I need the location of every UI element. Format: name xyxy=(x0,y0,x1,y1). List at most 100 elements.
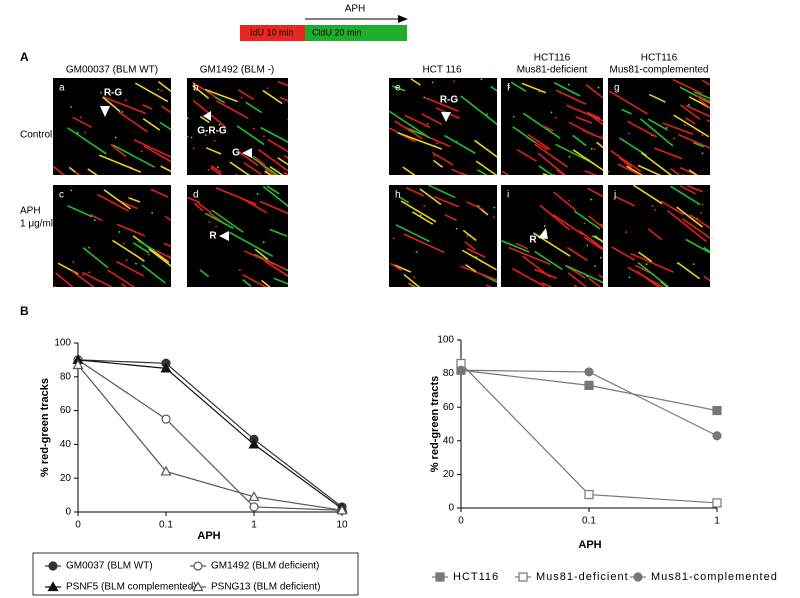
track xyxy=(640,152,673,175)
track xyxy=(229,231,274,258)
track xyxy=(534,250,563,271)
track xyxy=(685,117,696,125)
track xyxy=(269,228,288,237)
track xyxy=(103,189,132,210)
speck xyxy=(218,123,221,126)
track xyxy=(698,98,710,109)
speck xyxy=(124,99,127,102)
speck xyxy=(701,134,704,137)
track xyxy=(242,273,268,287)
track xyxy=(583,236,603,251)
track xyxy=(394,264,412,273)
track xyxy=(703,246,710,253)
track xyxy=(538,165,554,175)
track xyxy=(608,90,648,115)
track xyxy=(55,272,74,287)
track xyxy=(407,282,415,287)
track xyxy=(395,224,430,243)
track xyxy=(479,273,497,284)
speck xyxy=(554,116,557,119)
track xyxy=(534,143,569,168)
track xyxy=(515,242,529,250)
track xyxy=(261,279,271,287)
panel-letter: b xyxy=(193,83,199,94)
track xyxy=(541,282,554,287)
speck xyxy=(84,131,87,134)
track xyxy=(102,96,121,113)
track xyxy=(584,170,598,175)
micrograph xyxy=(53,185,171,287)
track xyxy=(681,218,710,239)
panel-letter: g xyxy=(614,83,620,94)
speck xyxy=(240,96,243,99)
track xyxy=(542,125,554,132)
track xyxy=(572,149,603,172)
micrograph xyxy=(389,78,497,175)
speck xyxy=(187,135,189,138)
speck xyxy=(70,105,72,108)
column-header: Mus81-complemented xyxy=(610,65,709,76)
track xyxy=(475,160,497,175)
track xyxy=(411,211,434,225)
track xyxy=(552,213,584,236)
speck xyxy=(700,211,702,214)
track xyxy=(542,172,549,175)
track xyxy=(137,240,156,252)
speck xyxy=(213,139,216,142)
speck xyxy=(593,148,596,150)
track xyxy=(245,101,263,114)
speck xyxy=(187,117,189,120)
track xyxy=(236,125,265,146)
track xyxy=(269,166,284,175)
speck xyxy=(654,208,656,211)
track xyxy=(403,273,421,287)
track xyxy=(87,168,98,175)
speck xyxy=(493,216,496,219)
track xyxy=(637,251,653,263)
tracks xyxy=(501,81,603,175)
track xyxy=(461,249,497,271)
speck xyxy=(586,275,589,278)
marker xyxy=(633,572,643,582)
track xyxy=(553,82,581,97)
speck xyxy=(692,263,695,265)
track xyxy=(400,200,437,223)
track xyxy=(630,252,674,273)
speck xyxy=(568,199,571,202)
row-header: APH xyxy=(20,206,41,217)
track xyxy=(199,269,210,278)
track xyxy=(588,277,602,287)
y-tick-label: 80 xyxy=(60,371,72,382)
track xyxy=(159,121,171,131)
y-tick-label: 0 xyxy=(65,507,71,518)
track xyxy=(74,171,82,175)
y-tick-label: 100 xyxy=(437,335,454,346)
speck xyxy=(256,193,259,195)
y-tick-label: 60 xyxy=(443,402,455,413)
speck xyxy=(538,90,540,93)
speck xyxy=(151,212,154,214)
track xyxy=(618,156,633,169)
track xyxy=(460,265,497,281)
y-tick-label: 60 xyxy=(60,405,72,416)
y-tick-label: 80 xyxy=(443,368,455,379)
track xyxy=(662,122,694,136)
tracks xyxy=(53,188,171,287)
track xyxy=(522,112,561,139)
track xyxy=(501,239,530,253)
track xyxy=(134,82,169,103)
track xyxy=(118,111,149,133)
series-line xyxy=(77,364,343,511)
track xyxy=(402,166,416,175)
track xyxy=(679,104,701,120)
track xyxy=(150,188,169,198)
marker xyxy=(435,572,445,582)
speck xyxy=(696,217,699,220)
x-tick-label: 1 xyxy=(714,516,720,527)
speck xyxy=(477,205,480,208)
speck xyxy=(455,227,458,230)
track xyxy=(110,144,127,158)
track xyxy=(466,201,484,211)
track xyxy=(283,155,288,159)
track xyxy=(286,118,288,121)
